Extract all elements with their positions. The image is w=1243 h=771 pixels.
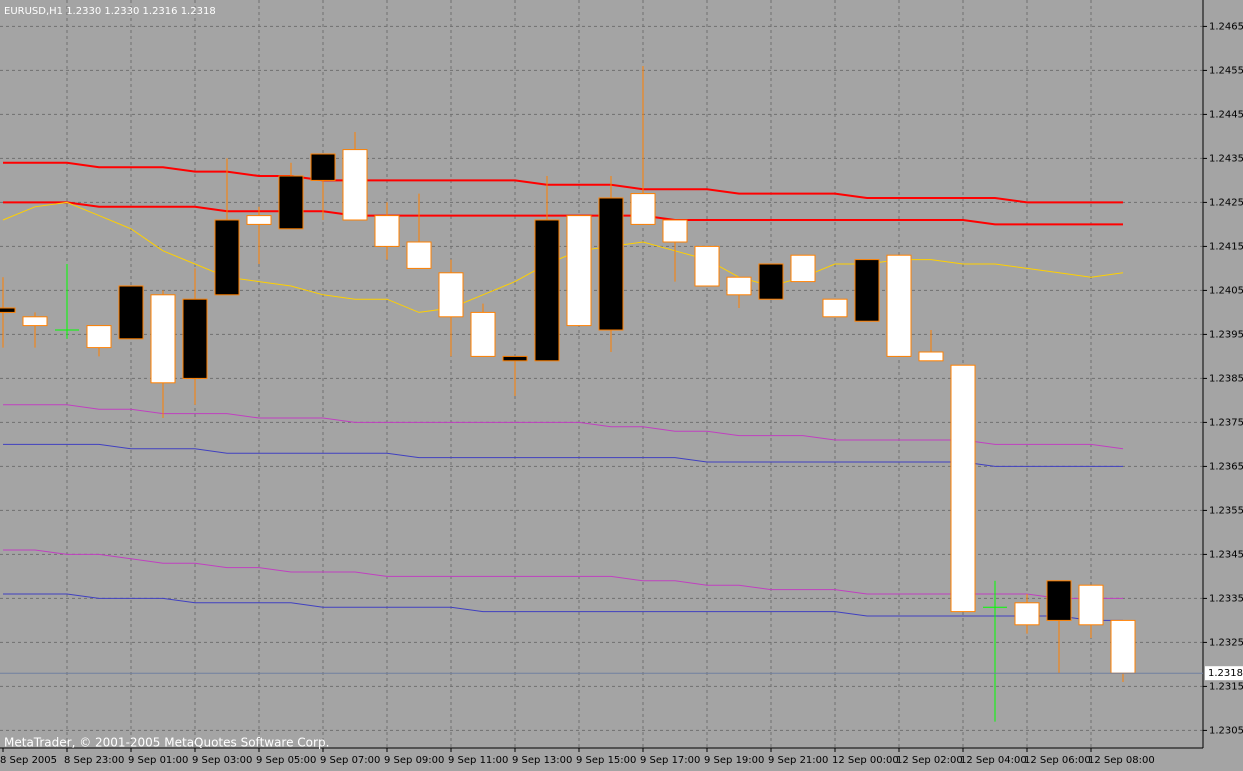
candle-body [182, 298, 208, 379]
candle-body [950, 364, 976, 613]
x-tick-label: 12 Sep 08:00 [1088, 755, 1155, 766]
candle-body [534, 219, 560, 362]
y-tick-label: 1.2395 [1209, 329, 1243, 340]
last-price-label: 1.2318 [1208, 668, 1243, 679]
candle-body [502, 355, 528, 362]
candle-body [662, 219, 688, 243]
candle-body [694, 245, 720, 287]
x-tick-label: 9 Sep 03:00 [192, 755, 252, 766]
x-tick-label: 8 Sep 2005 [0, 755, 57, 766]
candle-body [374, 215, 400, 247]
candle-body [470, 311, 496, 357]
axes: 1.2305 1.2315 1.2325 1.2335 1.2345 1.2355 1.23… [0, 21, 1243, 766]
candle-body [1014, 602, 1040, 626]
y-tick-label: 1.2325 [1209, 637, 1243, 648]
candle-body [438, 272, 464, 318]
x-tick-label: 12 Sep 04:00 [960, 755, 1027, 766]
indicator-line [2, 201, 1124, 313]
candle-body [822, 298, 848, 318]
y-tick-label: 1.2415 [1209, 241, 1243, 252]
indicators [2, 161, 1124, 621]
y-tick-label: 1.2315 [1209, 681, 1243, 692]
chart-title: EURUSD,H1 1.2330 1.2330 1.2316 1.2318 [4, 6, 216, 17]
x-tick-label: 9 Sep 15:00 [576, 755, 636, 766]
indicator-line [3, 443, 1123, 467]
x-tick-label: 9 Sep 19:00 [704, 755, 764, 766]
x-tick-label: 9 Sep 09:00 [384, 755, 444, 766]
candle-body [118, 285, 144, 340]
y-tick-label: 1.2445 [1209, 109, 1243, 120]
x-tick-label: 12 Sep 00:00 [832, 755, 899, 766]
candle-body [310, 153, 336, 181]
x-tick-label: 9 Sep 05:00 [256, 755, 316, 766]
plot-area [0, 0, 1203, 748]
candle-body [22, 316, 48, 327]
x-tick-label: 9 Sep 17:00 [640, 755, 700, 766]
x-tick-label: 9 Sep 21:00 [768, 755, 828, 766]
x-tick-label: 9 Sep 07:00 [320, 755, 380, 766]
x-tick-label: 9 Sep 11:00 [448, 755, 508, 766]
candle-body [406, 241, 432, 269]
candle-body [566, 215, 592, 327]
candle-body [854, 259, 880, 322]
indicator-line [3, 404, 1124, 450]
candle-body [278, 175, 304, 230]
y-tick-label: 1.2385 [1209, 373, 1243, 384]
candle-body [598, 197, 624, 331]
candle-body [1078, 584, 1104, 626]
candle-body [1110, 619, 1136, 674]
y-tick-label: 1.2425 [1209, 197, 1243, 208]
y-tick-label: 1.2375 [1209, 417, 1243, 428]
y-tick-label: 1.2345 [1209, 549, 1243, 560]
candle-body [0, 307, 16, 313]
candle-body [758, 263, 784, 300]
candle-body [886, 254, 912, 357]
candle-body [246, 215, 272, 225]
candle-body [1046, 580, 1072, 621]
x-tick-label: 12 Sep 02:00 [896, 755, 963, 766]
indicator-line [3, 549, 1123, 599]
candle-body [918, 351, 944, 362]
indicator-line [3, 161, 1123, 204]
y-tick-label: 1.2365 [1209, 461, 1243, 472]
candle-body [86, 325, 112, 349]
y-tick-label: 1.2355 [1209, 505, 1243, 516]
candle-body [214, 219, 240, 296]
candle-body [150, 294, 176, 384]
indicator-line [3, 201, 1123, 226]
y-tick-label: 1.2455 [1209, 65, 1243, 76]
candle-body [342, 149, 368, 221]
candles [0, 66, 1136, 722]
x-tick-label: 9 Sep 13:00 [512, 755, 572, 766]
y-tick-label: 1.2435 [1209, 153, 1243, 164]
copyright: MetaTrader, © 2001-2005 MetaQuotes Softw… [4, 736, 329, 750]
candle-body [630, 193, 656, 225]
x-tick-label: 12 Sep 06:00 [1024, 755, 1091, 766]
y-tick-label: 1.2335 [1209, 593, 1243, 604]
y-tick-label: 1.2465 [1209, 21, 1243, 32]
last-price-box [1205, 666, 1243, 681]
candle-body [726, 276, 752, 296]
x-tick-label: 8 Sep 23:00 [64, 755, 124, 766]
y-tick-label: 1.2305 [1209, 725, 1243, 736]
indicator-line [3, 593, 1123, 621]
y-tick-label: 1.2405 [1209, 285, 1243, 296]
x-tick-label: 9 Sep 01:00 [128, 755, 188, 766]
candle-body [790, 254, 816, 283]
